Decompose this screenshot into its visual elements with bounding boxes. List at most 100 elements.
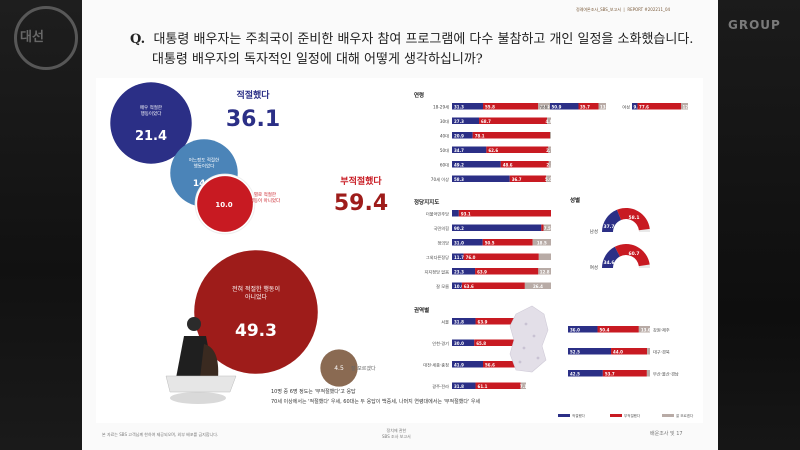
bar-category-label: 여성: [622, 103, 630, 110]
bar-segment: [548, 161, 551, 168]
header-left: 정례여론조사_SBS_보고서: [576, 7, 621, 12]
bar-value-label: 27.3: [454, 119, 464, 124]
bar-value-label: 7.5: [544, 226, 551, 231]
bar-value-label: 78.1: [475, 133, 485, 138]
bar-value-label: 12.8: [540, 269, 550, 274]
donut-segment: [602, 246, 620, 268]
bar-segment: [486, 146, 549, 153]
bubble-label: 잘 모르겠다: [351, 365, 376, 372]
background-right: [718, 0, 800, 450]
bar-segment: [597, 326, 639, 333]
bubble: [194, 250, 318, 374]
bar-value-label: 52.5: [570, 349, 580, 354]
map-dot: [536, 356, 540, 360]
bar-segment: [452, 175, 510, 182]
bar-value-label: 65.8: [476, 341, 486, 346]
bar-segment: [475, 382, 521, 389]
summary-value-appropriate: 36.1: [226, 107, 280, 132]
note-line: 10명 중 6명 정도는 '부적절했다'고 응답: [271, 388, 356, 395]
bar-value-label: 31.0: [454, 240, 464, 245]
bar-category-label: 국민의힘: [434, 225, 450, 232]
bar-value-label: 11.7: [454, 255, 464, 260]
illustration-head: [187, 317, 201, 331]
bar-segment: [452, 132, 473, 139]
bubble-label: 별로 적절한: [254, 191, 276, 198]
bar-segment: [611, 348, 648, 355]
bubble-label: 행동이었다: [194, 163, 216, 170]
bar-segment: [568, 370, 603, 377]
footer-right: 배운조사 및 17: [650, 431, 683, 437]
bar-value-label: 58.3: [454, 177, 464, 182]
bar-value-label: 41.9: [454, 362, 464, 367]
bar-segment: [520, 382, 526, 389]
bar-category-label: 잘 모름: [436, 283, 449, 289]
bar-value-label: 36.0: [570, 327, 580, 332]
bar-value-label: 42.5: [570, 371, 580, 376]
bubble: [197, 176, 253, 232]
bar-segment: [578, 103, 599, 110]
bar-segment: [538, 253, 551, 260]
bar-value-label: 2.7: [546, 148, 553, 153]
page-number: 17: [676, 431, 683, 437]
bar-segment: [538, 268, 551, 275]
section-title: 성별: [570, 196, 580, 204]
bubble: [320, 349, 358, 387]
bar-segment: [452, 224, 542, 231]
bar-segment: [483, 361, 525, 368]
bar-segment: [568, 348, 612, 355]
bar-segment: [474, 339, 523, 346]
bar-segment: [452, 103, 483, 110]
bar-value-label: 13.4: [600, 104, 610, 109]
bar-value-label: 12.9: [540, 104, 550, 109]
bar-segment: [632, 103, 638, 110]
donut-value: 37.7: [603, 224, 614, 230]
bar-segment: [475, 268, 539, 275]
footer-center: 정치에 관한 SBS 조사 보고서: [382, 428, 411, 439]
legend-label: 적절했다: [572, 413, 586, 418]
bar-segment: [452, 361, 484, 368]
donut-value: 34.6: [603, 260, 614, 266]
bar-category-label: 부산·울산·경남: [653, 370, 679, 377]
footer-left: 본 자료는 SBS 고객님께 한하여 제공되오며, 외부 배포를 금지합니다.: [102, 432, 219, 437]
bar-segment: [543, 224, 551, 231]
bubble-value: 49.3: [235, 321, 277, 341]
bar-category-label: 대구·경북: [653, 348, 670, 355]
bar-segment: [479, 117, 548, 124]
bar-segment: [463, 253, 539, 260]
bubble-value: 4.5: [334, 365, 344, 372]
bubble-label: 전혀 적절한 행동이: [232, 285, 280, 293]
donut-value: 58.1: [628, 215, 639, 221]
bar-value-label: 63.9: [478, 319, 488, 324]
bar-segment: [550, 132, 551, 139]
bar-value-label: 2.2: [546, 162, 553, 167]
summary-label-inappropriate: 부적절했다: [340, 175, 382, 187]
bar-segment: [452, 268, 476, 275]
bar-value-label: 50.5: [485, 240, 495, 245]
bar-category-label: 남성: [540, 103, 548, 109]
bar-segment: [541, 224, 544, 231]
bar-segment: [550, 103, 579, 110]
bar-value-label: 9.9: [634, 104, 641, 109]
bubble: [110, 82, 192, 164]
donut-label: 남성: [590, 228, 598, 235]
bar-segment: [475, 318, 523, 325]
illustration-child: [200, 344, 219, 378]
background-left: 대선: [0, 0, 82, 450]
bar-value-label: 77.6: [639, 104, 649, 109]
bar-value-label: 56.6: [485, 362, 495, 367]
illustration-shadow: [170, 392, 226, 404]
bar-value-label: 30.0: [454, 341, 464, 346]
bar-value-label: 20.9: [454, 133, 464, 138]
donut-segment: [616, 208, 650, 231]
bar-value-label: 48.6: [503, 162, 513, 167]
bar-category-label: 50대: [440, 147, 449, 154]
bar-segment: [452, 210, 459, 217]
bar-value-label: 26.4: [533, 284, 543, 289]
bar-segment: [681, 103, 688, 110]
bar-segment: [500, 161, 549, 168]
bubble-label: 행동이 아니었다: [250, 197, 281, 204]
bar-category-label: 지지정당 없음: [425, 268, 450, 275]
bar-value-label: 12.5: [683, 104, 693, 109]
map-dot: [522, 346, 526, 350]
